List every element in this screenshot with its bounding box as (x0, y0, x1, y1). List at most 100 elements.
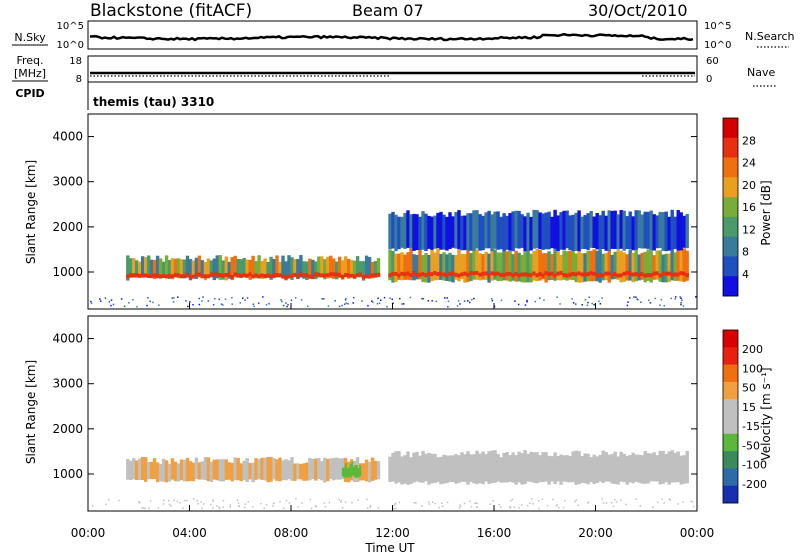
echo-cell (517, 252, 521, 282)
echo-cell (481, 451, 485, 485)
echo-cell (616, 456, 620, 485)
scatter-dot (148, 507, 150, 510)
scatter-dot (90, 300, 92, 303)
echo-peak-cell (622, 271, 626, 276)
scatter-dot (142, 507, 145, 509)
echo-cell (227, 261, 231, 279)
echo-cell (685, 214, 689, 249)
scatter-dot (283, 304, 285, 307)
echo-cell (233, 457, 237, 480)
echo-cell (544, 253, 548, 283)
echo-cell (577, 210, 581, 252)
colorbar-frame (722, 329, 739, 504)
echo-cell (257, 459, 261, 480)
echo-cell (215, 255, 219, 279)
echo-cell (658, 450, 662, 485)
echo-cell (427, 452, 431, 485)
scatter-dot (300, 299, 303, 301)
echo-cell (649, 453, 653, 482)
scatter-dot (541, 498, 544, 500)
scatter-dot (635, 498, 637, 500)
echo-peak-cell (412, 271, 416, 275)
scatter-dot (324, 506, 327, 508)
echo-cell (185, 457, 190, 482)
echo-peak-cell (388, 273, 392, 278)
echo-cell (430, 453, 434, 484)
scatter-dot (192, 304, 194, 306)
echo-peak-cell (323, 273, 327, 278)
echo-cell (302, 463, 306, 481)
echo-cell (439, 211, 443, 250)
scatter-dot (558, 506, 560, 509)
echo-cell (565, 210, 569, 249)
scatter-dot (476, 502, 478, 505)
scatter-dot (212, 507, 214, 509)
echo-peak-cell (655, 271, 659, 276)
echo-cell (212, 459, 216, 480)
echo-cell (367, 461, 372, 483)
echo-cell (538, 250, 542, 281)
echo-peak-cell (619, 273, 623, 278)
echo-cell (670, 209, 674, 250)
scatter-dot (242, 297, 244, 299)
echo-peak-cell (135, 273, 139, 277)
echo-cell (194, 257, 199, 279)
scatter-dot (340, 501, 342, 503)
echo-cell (544, 452, 548, 482)
scatter-dot (682, 501, 684, 503)
echo-peak-cell (400, 271, 404, 276)
echo-peak-cell (230, 274, 234, 279)
echo-cell (266, 261, 270, 278)
echo-peak-cell (203, 274, 208, 279)
echo-cell (394, 253, 398, 282)
scatter-dot (367, 305, 369, 307)
echo-cell (305, 261, 309, 280)
scatter-dot (493, 305, 496, 308)
scatter-dot (171, 297, 173, 299)
scatter-dot (598, 300, 600, 303)
echo-cell (356, 465, 358, 478)
echo-peak-cell (454, 272, 458, 277)
echo-peak-cell (257, 274, 261, 279)
scatter-dot (491, 298, 493, 300)
scatter-dot (605, 502, 608, 504)
scatter-dot (345, 302, 347, 304)
scatter-dot (467, 300, 469, 302)
echo-cell (673, 452, 677, 483)
scatter-dot (391, 298, 393, 300)
echo-cell (278, 261, 282, 278)
echo-cell (640, 252, 644, 280)
echo-cell (646, 249, 650, 281)
echo-cell (667, 451, 671, 485)
scatter-dot (422, 298, 424, 300)
scatter-dot (393, 507, 395, 510)
colorbar-segment (723, 485, 738, 504)
echo-cell (141, 457, 145, 480)
beam-label: Beam 07 (352, 1, 424, 20)
colorbar-segment (723, 416, 738, 435)
echo-cell (197, 255, 202, 278)
scatter-dot (246, 297, 249, 299)
scatter-dot (409, 296, 412, 299)
echo-cell (610, 210, 614, 249)
scatter-dot (334, 300, 336, 302)
echo-cell (541, 253, 545, 280)
echo-cell (144, 457, 148, 482)
echo-cell (649, 250, 653, 283)
scatter-dot (446, 501, 449, 504)
echo-cell (224, 459, 228, 480)
echo-cell (610, 254, 614, 280)
echo-peak-cell (439, 271, 443, 276)
echo-cell (466, 213, 470, 251)
colorbar-tick-label: -15 (742, 420, 760, 433)
echo-peak-cell (221, 273, 225, 278)
echo-cell (397, 451, 401, 483)
echo-cell (478, 253, 482, 281)
echo-cell (296, 463, 300, 480)
scatter-dot (386, 305, 388, 308)
echo-cell (493, 450, 497, 483)
echo-cell (493, 249, 497, 280)
scatter-dot (288, 502, 291, 504)
echo-cell (505, 215, 509, 250)
echo-cell (646, 453, 650, 484)
